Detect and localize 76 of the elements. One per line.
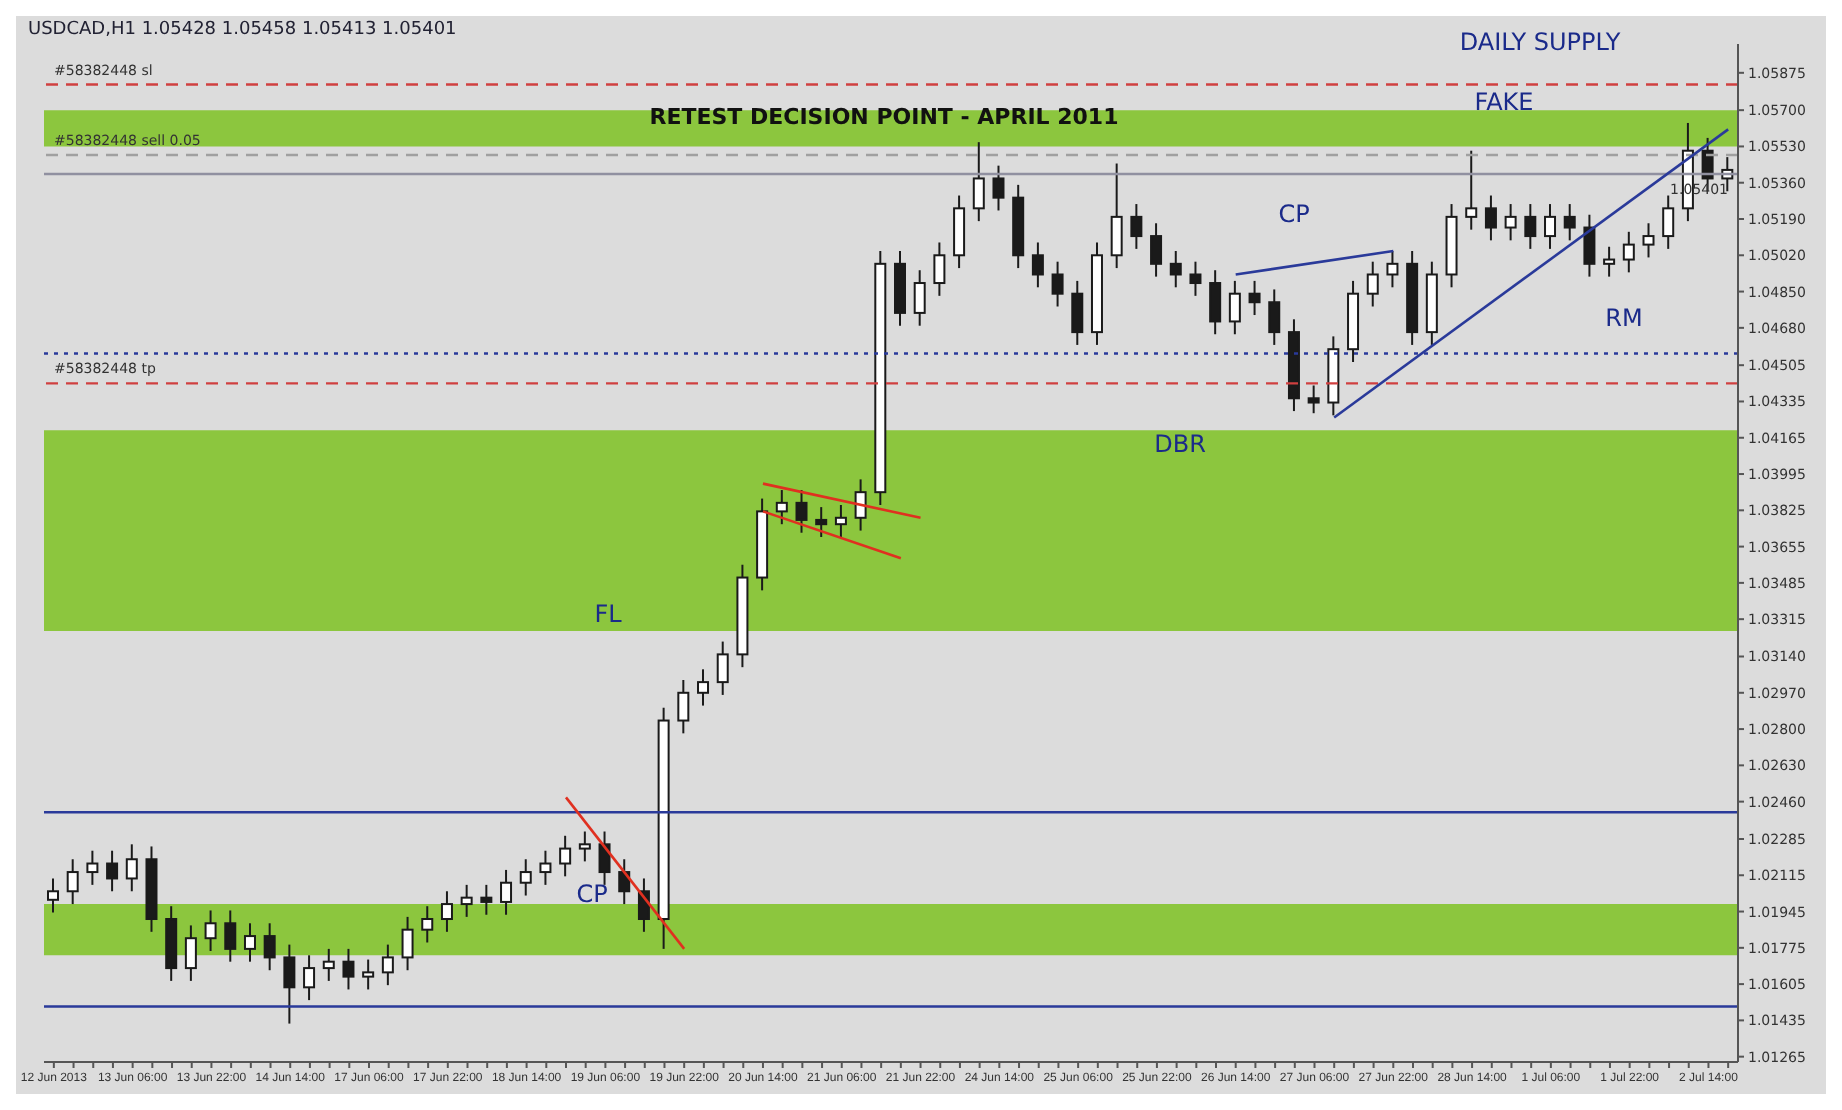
candlestick bbox=[362, 958, 375, 991]
candlestick bbox=[460, 883, 473, 918]
candlestick bbox=[66, 858, 79, 906]
candlestick bbox=[47, 877, 59, 914]
candlestick bbox=[1307, 384, 1320, 415]
candlestick bbox=[204, 909, 217, 953]
candlestick bbox=[1051, 260, 1064, 308]
candlestick bbox=[125, 843, 138, 893]
candlestick bbox=[421, 905, 434, 944]
annotation: DBR bbox=[1154, 430, 1206, 458]
candlestick bbox=[1110, 162, 1123, 270]
annotation: RETEST DECISION POINT - APRIL 2011 bbox=[649, 104, 1119, 130]
candlestick bbox=[1484, 194, 1497, 242]
chart-title: USDCAD,H1 1.05428 1.05458 1.05413 1.05401 bbox=[28, 20, 457, 40]
candlestick bbox=[1563, 203, 1576, 242]
candlestick bbox=[992, 164, 1005, 212]
annotation: CP bbox=[1278, 200, 1310, 228]
candlestick bbox=[578, 830, 591, 863]
candlestick bbox=[834, 503, 847, 538]
candlestick bbox=[1583, 213, 1596, 278]
annotation: DAILY SUPPLY bbox=[1459, 28, 1621, 56]
candlestick bbox=[342, 947, 355, 991]
candlestick bbox=[86, 849, 99, 886]
candlestick bbox=[106, 849, 119, 893]
candlestick bbox=[1150, 222, 1163, 278]
candlestick bbox=[1662, 194, 1675, 250]
candlestick bbox=[263, 922, 276, 972]
candlestick bbox=[539, 849, 552, 886]
candlestick bbox=[618, 858, 631, 906]
candlestick bbox=[598, 830, 611, 886]
candlestick bbox=[559, 834, 572, 878]
annotation: CP bbox=[576, 880, 608, 908]
annotation: FL bbox=[594, 600, 622, 628]
candlestick bbox=[677, 678, 690, 735]
candlestick bbox=[440, 890, 453, 933]
candlestick bbox=[815, 506, 828, 538]
candlestick bbox=[322, 947, 335, 982]
candlestick bbox=[184, 924, 197, 982]
candlestick bbox=[1130, 203, 1143, 250]
candlestick bbox=[716, 640, 729, 696]
candlestick bbox=[1169, 250, 1182, 289]
candlestick bbox=[1524, 203, 1537, 250]
candlestick bbox=[1603, 245, 1616, 278]
candlestick bbox=[1248, 279, 1261, 317]
candlestick bbox=[913, 269, 926, 327]
annotation: FAKE bbox=[1474, 88, 1534, 116]
candlestick bbox=[1386, 250, 1399, 289]
candlestick bbox=[381, 943, 394, 987]
candlestick bbox=[953, 194, 966, 270]
annotation: RM bbox=[1605, 304, 1643, 332]
candlestick bbox=[224, 909, 237, 963]
candlestick bbox=[401, 915, 414, 972]
candlestick bbox=[243, 922, 256, 963]
candlestick bbox=[1544, 203, 1557, 250]
candlestick bbox=[775, 489, 788, 526]
candlestick bbox=[1504, 203, 1517, 242]
candlestick bbox=[1465, 149, 1478, 231]
candlestick bbox=[933, 241, 946, 297]
candlestick bbox=[1642, 222, 1655, 259]
candlestick bbox=[1622, 230, 1635, 274]
candlestick bbox=[1031, 241, 1044, 289]
candlestick bbox=[1228, 279, 1241, 336]
candlestick bbox=[519, 858, 532, 897]
candlestick bbox=[1071, 279, 1084, 346]
candlestick bbox=[283, 943, 296, 1025]
candlestick bbox=[303, 954, 316, 1002]
candlestick bbox=[795, 489, 808, 534]
candlestick bbox=[1268, 288, 1281, 346]
candlestick bbox=[854, 478, 867, 532]
candlestick bbox=[1209, 269, 1222, 336]
candlestick bbox=[972, 141, 985, 223]
candlestick bbox=[1189, 260, 1202, 297]
candlestick bbox=[1366, 260, 1379, 308]
candlestick bbox=[697, 668, 710, 707]
candlestick bbox=[480, 883, 493, 916]
candlestick bbox=[500, 868, 513, 916]
